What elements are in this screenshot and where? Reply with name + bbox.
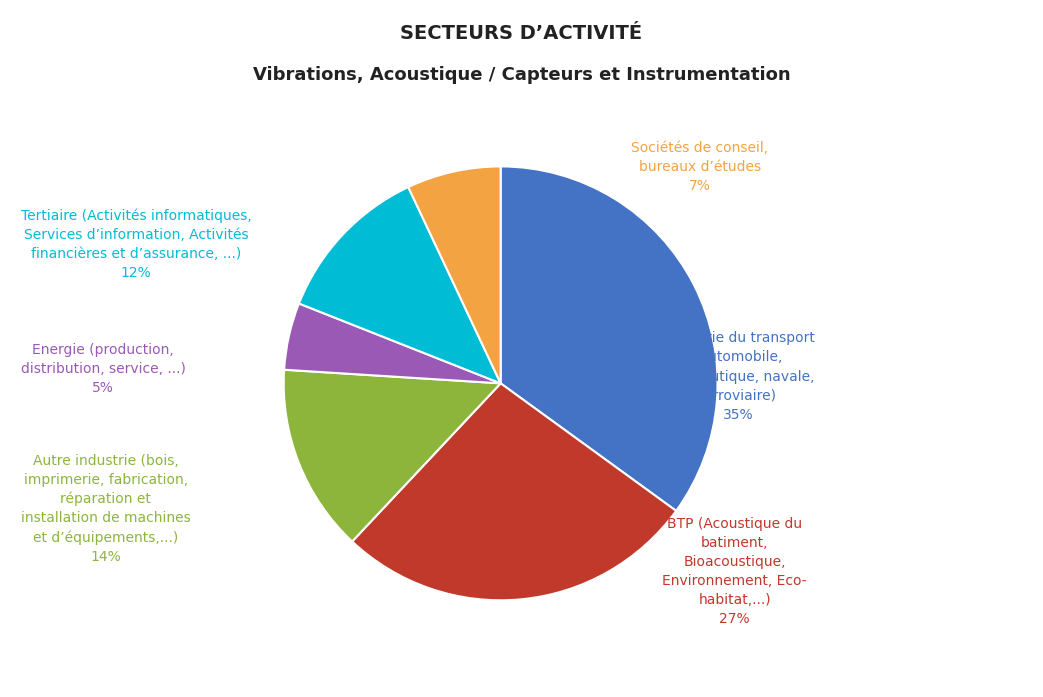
Text: Energie (production,
distribution, service, ...)
5%: Energie (production, distribution, servi…	[21, 344, 186, 395]
Text: Autre industrie (bois,
imprimerie, fabrication,
réparation et
installation de ma: Autre industrie (bois, imprimerie, fabri…	[21, 454, 191, 564]
Wedge shape	[408, 167, 501, 383]
Text: Sociétés de conseil,
bureaux d’études
7%: Sociétés de conseil, bureaux d’études 7%	[631, 141, 768, 193]
Text: Industrie du transport
(automobile,
aéronautique, navale,
ferroviaire)
35%: Industrie du transport (automobile, aéro…	[662, 331, 815, 422]
Wedge shape	[299, 187, 501, 383]
Wedge shape	[353, 383, 676, 600]
Text: BTP (Acoustique du
batiment,
Bioacoustique,
Environnement, Eco-
habitat,...)
27%: BTP (Acoustique du batiment, Bioacoustiq…	[662, 517, 807, 626]
Text: Vibrations, Acoustique / Capteurs et Instrumentation: Vibrations, Acoustique / Capteurs et Ins…	[252, 66, 791, 84]
Wedge shape	[501, 167, 718, 511]
Text: SECTEURS D’ACTIVITÉ: SECTEURS D’ACTIVITÉ	[401, 24, 642, 43]
Wedge shape	[284, 303, 501, 383]
Text: Tertiaire (Activités informatiques,
Services d’information, Activités
financière: Tertiaire (Activités informatiques, Serv…	[21, 208, 251, 279]
Wedge shape	[284, 369, 501, 542]
